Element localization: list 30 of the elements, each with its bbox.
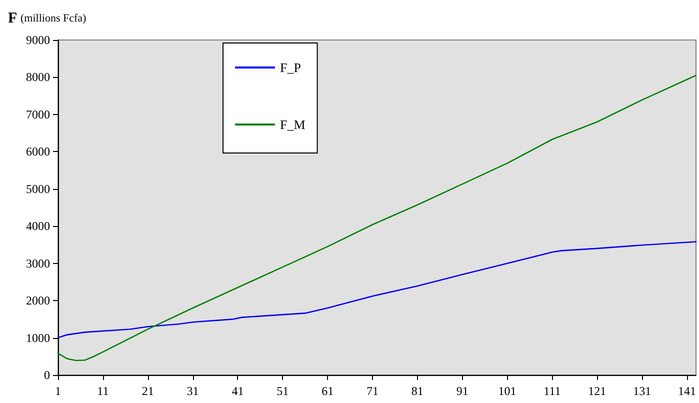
- x-tick-label: 61: [322, 384, 334, 398]
- x-tick-label: 71: [366, 384, 378, 398]
- x-tick-label: 101: [498, 384, 516, 398]
- y-tick-label: 3000: [26, 256, 50, 270]
- x-tick-label: 131: [633, 384, 652, 398]
- x-tick-label: 1: [55, 384, 61, 398]
- x-tick-label: 21: [142, 384, 154, 398]
- x-tick-label: 91: [456, 384, 468, 398]
- x-tick-label: 31: [186, 384, 199, 398]
- y-tick-label: 2000: [26, 294, 50, 308]
- y-tick-label: 1000: [26, 330, 50, 345]
- y-tick-label: 9000: [26, 33, 50, 47]
- x-tick-label: 121: [588, 384, 606, 398]
- line-series: [57, 241, 697, 338]
- x-tick-label: 141: [678, 384, 696, 398]
- y-axis-title: F (millions Fcfa): [8, 10, 87, 26]
- y-tick-label: 7000: [26, 107, 50, 122]
- x-tick-label: 11: [97, 384, 109, 398]
- y-tick-label: 8000: [26, 70, 50, 84]
- legend-label: F_M: [280, 117, 306, 132]
- x-tick-label: 41: [232, 384, 244, 398]
- y-tick-label: 6000: [26, 144, 50, 159]
- x-tick-label: 111: [544, 384, 561, 398]
- y-tick-label: 4000: [26, 219, 50, 234]
- line-series: [57, 74, 697, 362]
- x-tick-label: 81: [411, 384, 424, 398]
- y-tick-label: 0: [44, 368, 50, 382]
- legend-label: F_P: [280, 60, 301, 75]
- x-tick-label: 51: [276, 384, 289, 398]
- y-tick-label: 5000: [26, 182, 50, 196]
